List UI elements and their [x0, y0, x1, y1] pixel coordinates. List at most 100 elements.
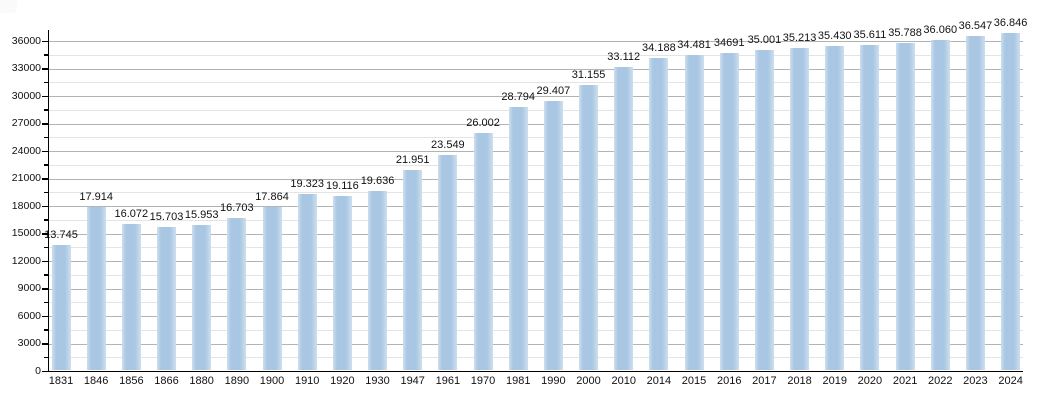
bar	[86, 206, 106, 371]
y-tick-label: 12000	[11, 254, 41, 267]
bar-value-label: 35.611	[853, 28, 887, 41]
y-tick-label: 36000	[11, 34, 41, 47]
bar	[508, 107, 528, 371]
bar-value-label: 26.002	[466, 116, 500, 129]
x-tick-label: 2023	[963, 375, 988, 387]
y-axis-tick	[41, 233, 48, 235]
y-axis-tick	[41, 40, 48, 42]
bar-value-label: 29.407	[536, 85, 571, 98]
bar-value-label: 13.745	[44, 229, 78, 241]
y-axis-tick	[41, 315, 48, 317]
bar-value-label: 28.794	[501, 91, 536, 104]
x-tick-label: 1856	[119, 375, 144, 387]
x-tick-label: 2017	[752, 375, 777, 387]
bar-value-label: 36.846	[993, 17, 1028, 30]
bar	[192, 224, 212, 371]
bar-value-label: 35.213	[782, 32, 817, 45]
y-tick-label: 3000	[17, 337, 41, 349]
y-axis-tick	[41, 95, 48, 97]
x-tick-label: 1990	[541, 375, 566, 387]
y-axis-minor-tick	[44, 191, 48, 194]
y-axis-tick	[41, 123, 48, 125]
x-tick-label: 1890	[224, 375, 250, 387]
gridline-minor	[47, 357, 1023, 359]
bar	[614, 67, 634, 371]
gridline-major	[47, 123, 1023, 125]
y-tick-label: 24000	[11, 144, 41, 157]
gridline-major	[47, 151, 1023, 152]
bar	[157, 227, 176, 371]
gridline-minor	[47, 274, 1023, 276]
y-axis-tick	[41, 260, 48, 262]
x-tick-label: 2022	[928, 375, 953, 387]
bar	[121, 223, 141, 371]
bar-value-label: 16.072	[114, 207, 149, 220]
x-tick-label: 1930	[365, 375, 390, 387]
y-axis-minor-tick	[44, 356, 48, 359]
y-axis-minor-tick	[44, 219, 48, 221]
x-tick-label: 2016	[716, 375, 742, 387]
y-axis-minor-tick	[44, 164, 48, 166]
bar-value-label: 35.788	[888, 26, 922, 39]
y-axis-minor-tick	[44, 246, 48, 249]
y-axis-minor-tick	[44, 301, 48, 304]
bar-value-label: 17.914	[79, 190, 113, 203]
bar-value-label: 19.636	[360, 175, 395, 187]
y-axis-minor-tick	[44, 109, 48, 111]
gridline-major	[47, 41, 1023, 42]
y-axis-minor-tick	[44, 136, 48, 139]
x-tick-label: 1900	[259, 375, 285, 387]
y-tick-label: 15000	[11, 227, 41, 239]
gridline-major	[47, 288, 1023, 290]
bar	[790, 48, 810, 371]
bar-value-label: 19.116	[325, 179, 359, 192]
gridline-major	[47, 261, 1023, 262]
bar	[473, 132, 493, 371]
x-tick-label: 2000	[576, 375, 601, 387]
bar	[754, 50, 774, 371]
bar	[860, 44, 880, 371]
bar-value-label: 21.951	[395, 153, 430, 166]
bar-value-label: 17.864	[255, 191, 289, 204]
bar	[719, 52, 739, 371]
gridline-major	[47, 96, 1023, 97]
bar-value-label: 23.549	[431, 139, 465, 152]
gridline-major	[47, 178, 1023, 180]
bar-value-label: 33.112	[607, 51, 641, 64]
x-tick-label: 1961	[435, 375, 461, 387]
x-tick-label: 1947	[400, 375, 425, 387]
x-tick-label: 1920	[330, 375, 355, 387]
y-axis-minor-tick	[44, 81, 48, 84]
bar	[332, 195, 352, 371]
bar	[403, 169, 423, 371]
gridline-major	[47, 316, 1023, 317]
y-axis-minor-tick	[44, 274, 48, 276]
y-axis-tick	[41, 205, 48, 207]
bar	[543, 101, 563, 371]
x-tick-label: 2018	[787, 375, 812, 387]
bar	[51, 245, 71, 371]
bar	[1001, 33, 1021, 371]
x-tick-label: 1981	[505, 375, 531, 387]
gridline-major	[47, 233, 1023, 235]
gridline-minor	[47, 54, 1023, 56]
x-tick-label: 2020	[857, 375, 883, 387]
bar	[368, 191, 388, 371]
y-tick-label: 30000	[11, 89, 41, 102]
gridline-minor	[47, 82, 1023, 84]
gridline-minor	[47, 219, 1023, 221]
y-tick-label: 27000	[11, 117, 41, 129]
y-tick-label: 21000	[11, 172, 41, 184]
y-axis-tick	[41, 68, 48, 70]
y-axis-minor-tick	[44, 54, 48, 56]
corner-artifact	[0, 0, 17, 13]
x-tick-label: 1831	[48, 375, 74, 387]
x-tick-label: 2024	[998, 375, 1023, 387]
y-tick-label: 18000	[11, 199, 41, 212]
y-axis-tick	[41, 288, 48, 290]
x-tick-label: 1846	[83, 375, 109, 387]
bar-value-label: 36.547	[958, 19, 993, 32]
gridline-minor	[47, 109, 1023, 111]
